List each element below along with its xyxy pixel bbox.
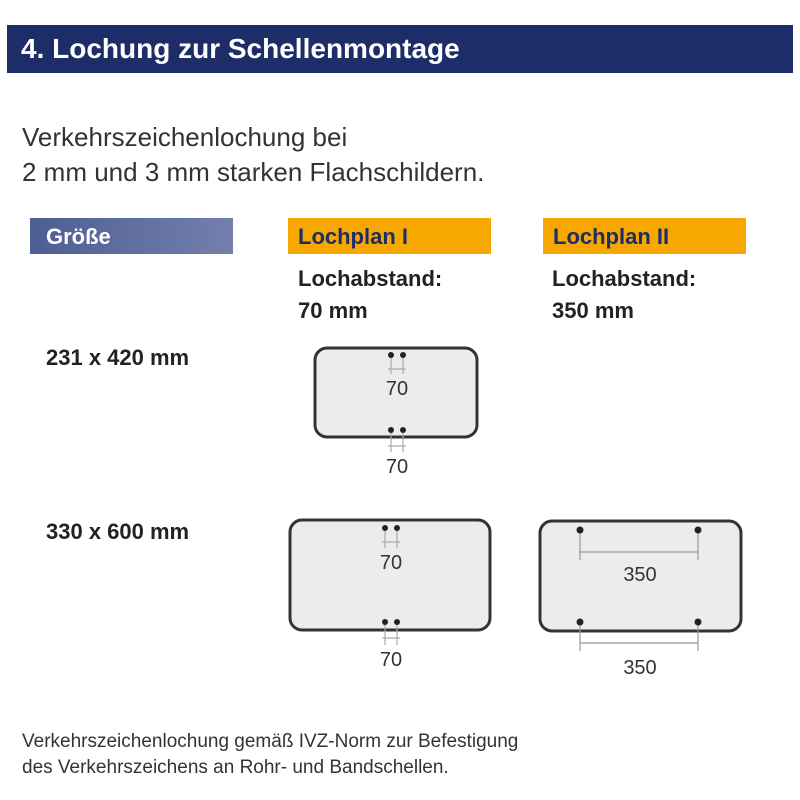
column-header-size: Größe — [30, 218, 233, 254]
dimension-label: 70 — [380, 649, 402, 671]
size-row-1: 231 x 420 mm — [46, 345, 190, 370]
plan1-spacing-value: 70 mm — [298, 298, 368, 323]
sign-231x420-plan1: 70 70 — [313, 346, 479, 478]
column-header-plan1: Lochplan I — [288, 218, 491, 254]
dimension-label: 350 — [623, 657, 656, 679]
plan2-spacing-label: Lochabstand: — [552, 266, 697, 291]
footer-line-2: des Verkehrszeichens an Rohr- und Bandsc… — [22, 757, 449, 778]
sign-330x600-plan2: 350 350 — [538, 519, 743, 679]
intro-line-1: Verkehrszeichenlochung bei — [22, 122, 348, 152]
dimension-label: 70 — [386, 378, 408, 400]
size-row-2: 330 x 600 mm — [46, 519, 190, 544]
sign-330x600-plan1: 70 70 — [288, 518, 492, 671]
column-header-plan2: Lochplan II — [543, 218, 746, 254]
dimension-label: 70 — [380, 552, 402, 574]
header-bar: 4. Lochung zur Schellenmontage — [7, 25, 793, 73]
plan1-spacing-label: Lochabstand: — [298, 266, 443, 291]
dimension-label: 70 — [386, 456, 408, 478]
dimension-label: 350 — [623, 564, 656, 586]
page-title: 4. Lochung zur Schellenmontage — [21, 33, 460, 64]
intro-line-2: 2 mm und 3 mm starken Flachschildern. — [22, 157, 485, 187]
footer-line-1: Verkehrszeichenlochung gemäß IVZ-Norm zu… — [22, 731, 519, 752]
plan2-spacing-value: 350 mm — [552, 298, 634, 323]
